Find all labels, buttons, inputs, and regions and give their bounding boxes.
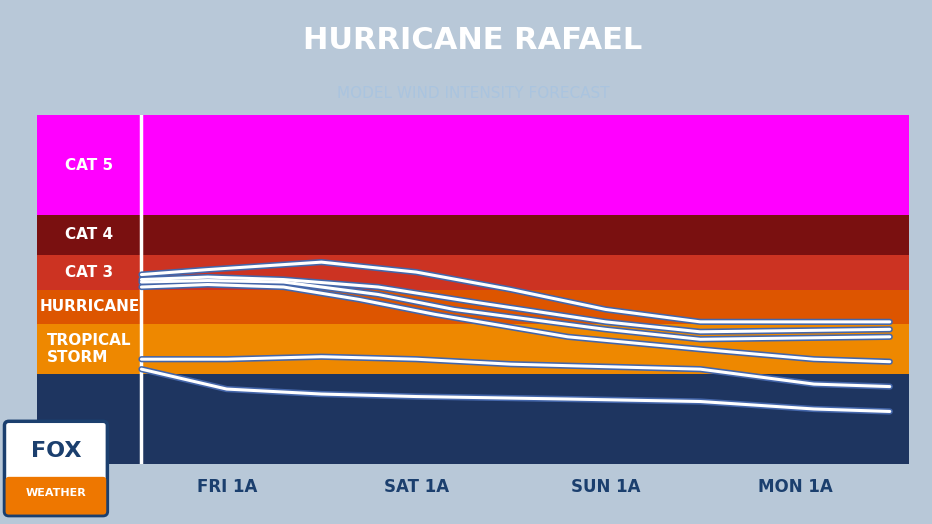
Bar [37, 115, 909, 215]
Text: CAT 4: CAT 4 [65, 227, 114, 242]
Bar [37, 215, 909, 255]
Text: SAT 1A: SAT 1A [384, 478, 448, 496]
Text: WEATHER: WEATHER [25, 488, 87, 498]
Text: FRI 1A: FRI 1A [197, 478, 257, 496]
Bar [37, 289, 909, 324]
Text: CAT 5: CAT 5 [65, 158, 114, 172]
Text: HURRICANE: HURRICANE [39, 299, 140, 314]
Text: SUN 1A: SUN 1A [570, 478, 640, 496]
Bar [37, 374, 909, 464]
Text: HURRICANE RAFAEL: HURRICANE RAFAEL [303, 26, 643, 55]
Text: TROPICAL
STORM: TROPICAL STORM [48, 333, 131, 365]
FancyBboxPatch shape [6, 477, 106, 515]
Text: MON 1A: MON 1A [758, 478, 832, 496]
Bar [37, 255, 909, 289]
Bar [37, 324, 909, 374]
Text: CAT 3: CAT 3 [65, 265, 114, 280]
Text: MODEL WIND INTENSITY FORECAST: MODEL WIND INTENSITY FORECAST [336, 85, 610, 101]
Text: FOX: FOX [31, 441, 81, 461]
FancyBboxPatch shape [5, 421, 107, 516]
